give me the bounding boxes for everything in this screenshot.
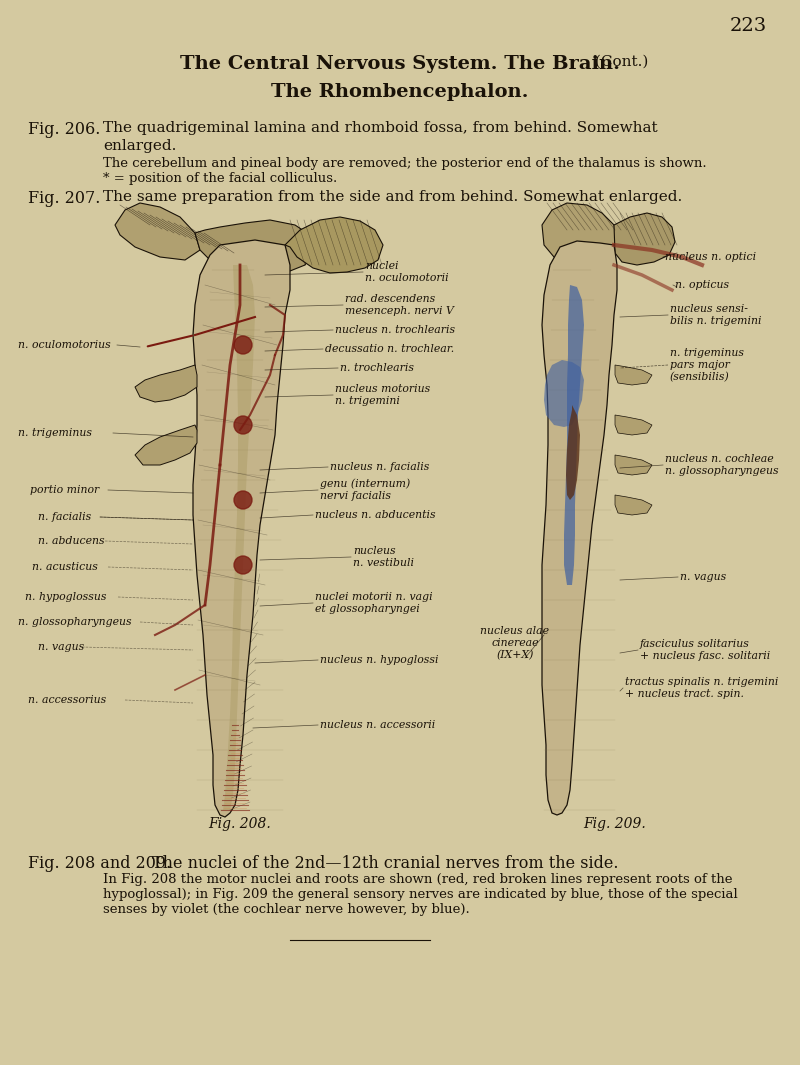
Text: nuclei motorii n. vagi
et glossopharyngei: nuclei motorii n. vagi et glossopharynge… (315, 592, 433, 613)
Polygon shape (135, 365, 197, 402)
Text: nucleus n. abducentis: nucleus n. abducentis (315, 510, 436, 520)
Polygon shape (614, 213, 675, 265)
Polygon shape (615, 415, 652, 435)
Polygon shape (615, 365, 652, 386)
Text: Fig. 208 and 209.: Fig. 208 and 209. (28, 855, 171, 872)
Text: n. abducens: n. abducens (38, 536, 105, 546)
Polygon shape (564, 285, 584, 585)
Text: nucleus
n. vestibuli: nucleus n. vestibuli (353, 546, 414, 568)
Polygon shape (615, 495, 652, 515)
Polygon shape (285, 217, 383, 273)
Text: nucleus n. cochleae
n. glossopharyngeus: nucleus n. cochleae n. glossopharyngeus (665, 454, 778, 476)
Polygon shape (223, 265, 255, 810)
Polygon shape (542, 203, 617, 262)
Text: Fig. 206.: Fig. 206. (28, 121, 100, 138)
Text: nucleus n. hypoglossi: nucleus n. hypoglossi (320, 655, 438, 665)
Circle shape (234, 335, 252, 354)
Text: n. oculomotorius: n. oculomotorius (18, 340, 110, 350)
Text: n. vagus: n. vagus (38, 642, 84, 652)
Text: hypoglossal); in Fig. 209 the general sensory nerves are indicated by blue, thos: hypoglossal); in Fig. 209 the general se… (103, 888, 738, 901)
Text: n. trochlearis: n. trochlearis (340, 363, 414, 373)
Text: n. facialis: n. facialis (38, 512, 91, 522)
Polygon shape (542, 241, 617, 815)
Text: The cerebellum and pineal body are removed; the posterior end of the thalamus is: The cerebellum and pineal body are remov… (103, 157, 706, 170)
Text: portio minor: portio minor (30, 485, 99, 495)
Text: nucleus sensi-
bilis n. trigemini: nucleus sensi- bilis n. trigemini (670, 305, 762, 326)
Polygon shape (115, 203, 200, 260)
Text: nucleus alae
cinereae
(IX+X): nucleus alae cinereae (IX+X) (481, 626, 550, 660)
Text: nucleus motorius
n. trigemini: nucleus motorius n. trigemini (335, 384, 430, 406)
Text: n. acusticus: n. acusticus (32, 562, 98, 572)
Text: * = position of the facial colliculus.: * = position of the facial colliculus. (103, 173, 338, 185)
Text: genu (internum)
nervi facialis: genu (internum) nervi facialis (320, 479, 410, 501)
Text: enlarged.: enlarged. (103, 140, 176, 153)
Circle shape (234, 491, 252, 509)
Polygon shape (544, 360, 584, 427)
Text: Fig. 209.: Fig. 209. (584, 817, 646, 831)
Text: rad. descendens
mesenceph. nervi V: rad. descendens mesenceph. nervi V (345, 294, 454, 316)
Text: nucleus n. facialis: nucleus n. facialis (330, 462, 430, 472)
Text: nucleus n. trochlearis: nucleus n. trochlearis (335, 325, 455, 335)
Polygon shape (135, 425, 197, 465)
Text: n. trigeminus: n. trigeminus (18, 428, 92, 438)
Text: n. glossopharyngeus: n. glossopharyngeus (18, 617, 132, 627)
Text: The nuclei of the 2nd—12th cranial nerves from the side.: The nuclei of the 2nd—12th cranial nerve… (152, 855, 618, 872)
Circle shape (234, 556, 252, 574)
Text: fasciculus solitarius
+ nucleus fasc. solitarii: fasciculus solitarius + nucleus fasc. so… (640, 639, 770, 660)
Text: Fig. 208.: Fig. 208. (209, 817, 271, 831)
Text: In Fig. 208 the motor nuclei and roots are shown (red, red broken lines represen: In Fig. 208 the motor nuclei and roots a… (103, 873, 733, 886)
Text: senses by violet (the cochlear nerve however, by blue).: senses by violet (the cochlear nerve how… (103, 903, 470, 916)
Text: (Cont.): (Cont.) (590, 55, 648, 69)
Text: n. opticus: n. opticus (675, 280, 729, 290)
Text: The Rhombencephalon.: The Rhombencephalon. (271, 83, 529, 101)
Polygon shape (615, 455, 652, 475)
Text: n. trigeminus
pars major
(sensibilis): n. trigeminus pars major (sensibilis) (670, 348, 744, 381)
Text: n. vagus: n. vagus (680, 572, 726, 581)
Text: n. accessorius: n. accessorius (28, 695, 106, 705)
Text: Fig. 207.: Fig. 207. (28, 190, 100, 207)
Polygon shape (195, 220, 315, 275)
Text: 223: 223 (730, 17, 766, 35)
Polygon shape (193, 240, 290, 817)
Text: nucleus n. accessorii: nucleus n. accessorii (320, 720, 435, 730)
Text: decussatio n. trochlear.: decussatio n. trochlear. (325, 344, 454, 354)
Text: The same preparation from the side and from behind. Somewhat enlarged.: The same preparation from the side and f… (103, 190, 682, 204)
Text: nuclei
n. oculomotorii: nuclei n. oculomotorii (365, 261, 449, 283)
Text: The Central Nervous System. The Brain.: The Central Nervous System. The Brain. (180, 55, 620, 73)
Text: tractus spinalis n. trigemini
+ nucleus tract. spin.: tractus spinalis n. trigemini + nucleus … (625, 677, 778, 699)
Text: nucleus n. optici: nucleus n. optici (665, 252, 756, 262)
Polygon shape (566, 405, 580, 499)
Circle shape (234, 416, 252, 435)
Text: The quadrigeminal lamina and rhomboid fossa, from behind. Somewhat: The quadrigeminal lamina and rhomboid fo… (103, 121, 658, 135)
Text: n. hypoglossus: n. hypoglossus (25, 592, 106, 602)
